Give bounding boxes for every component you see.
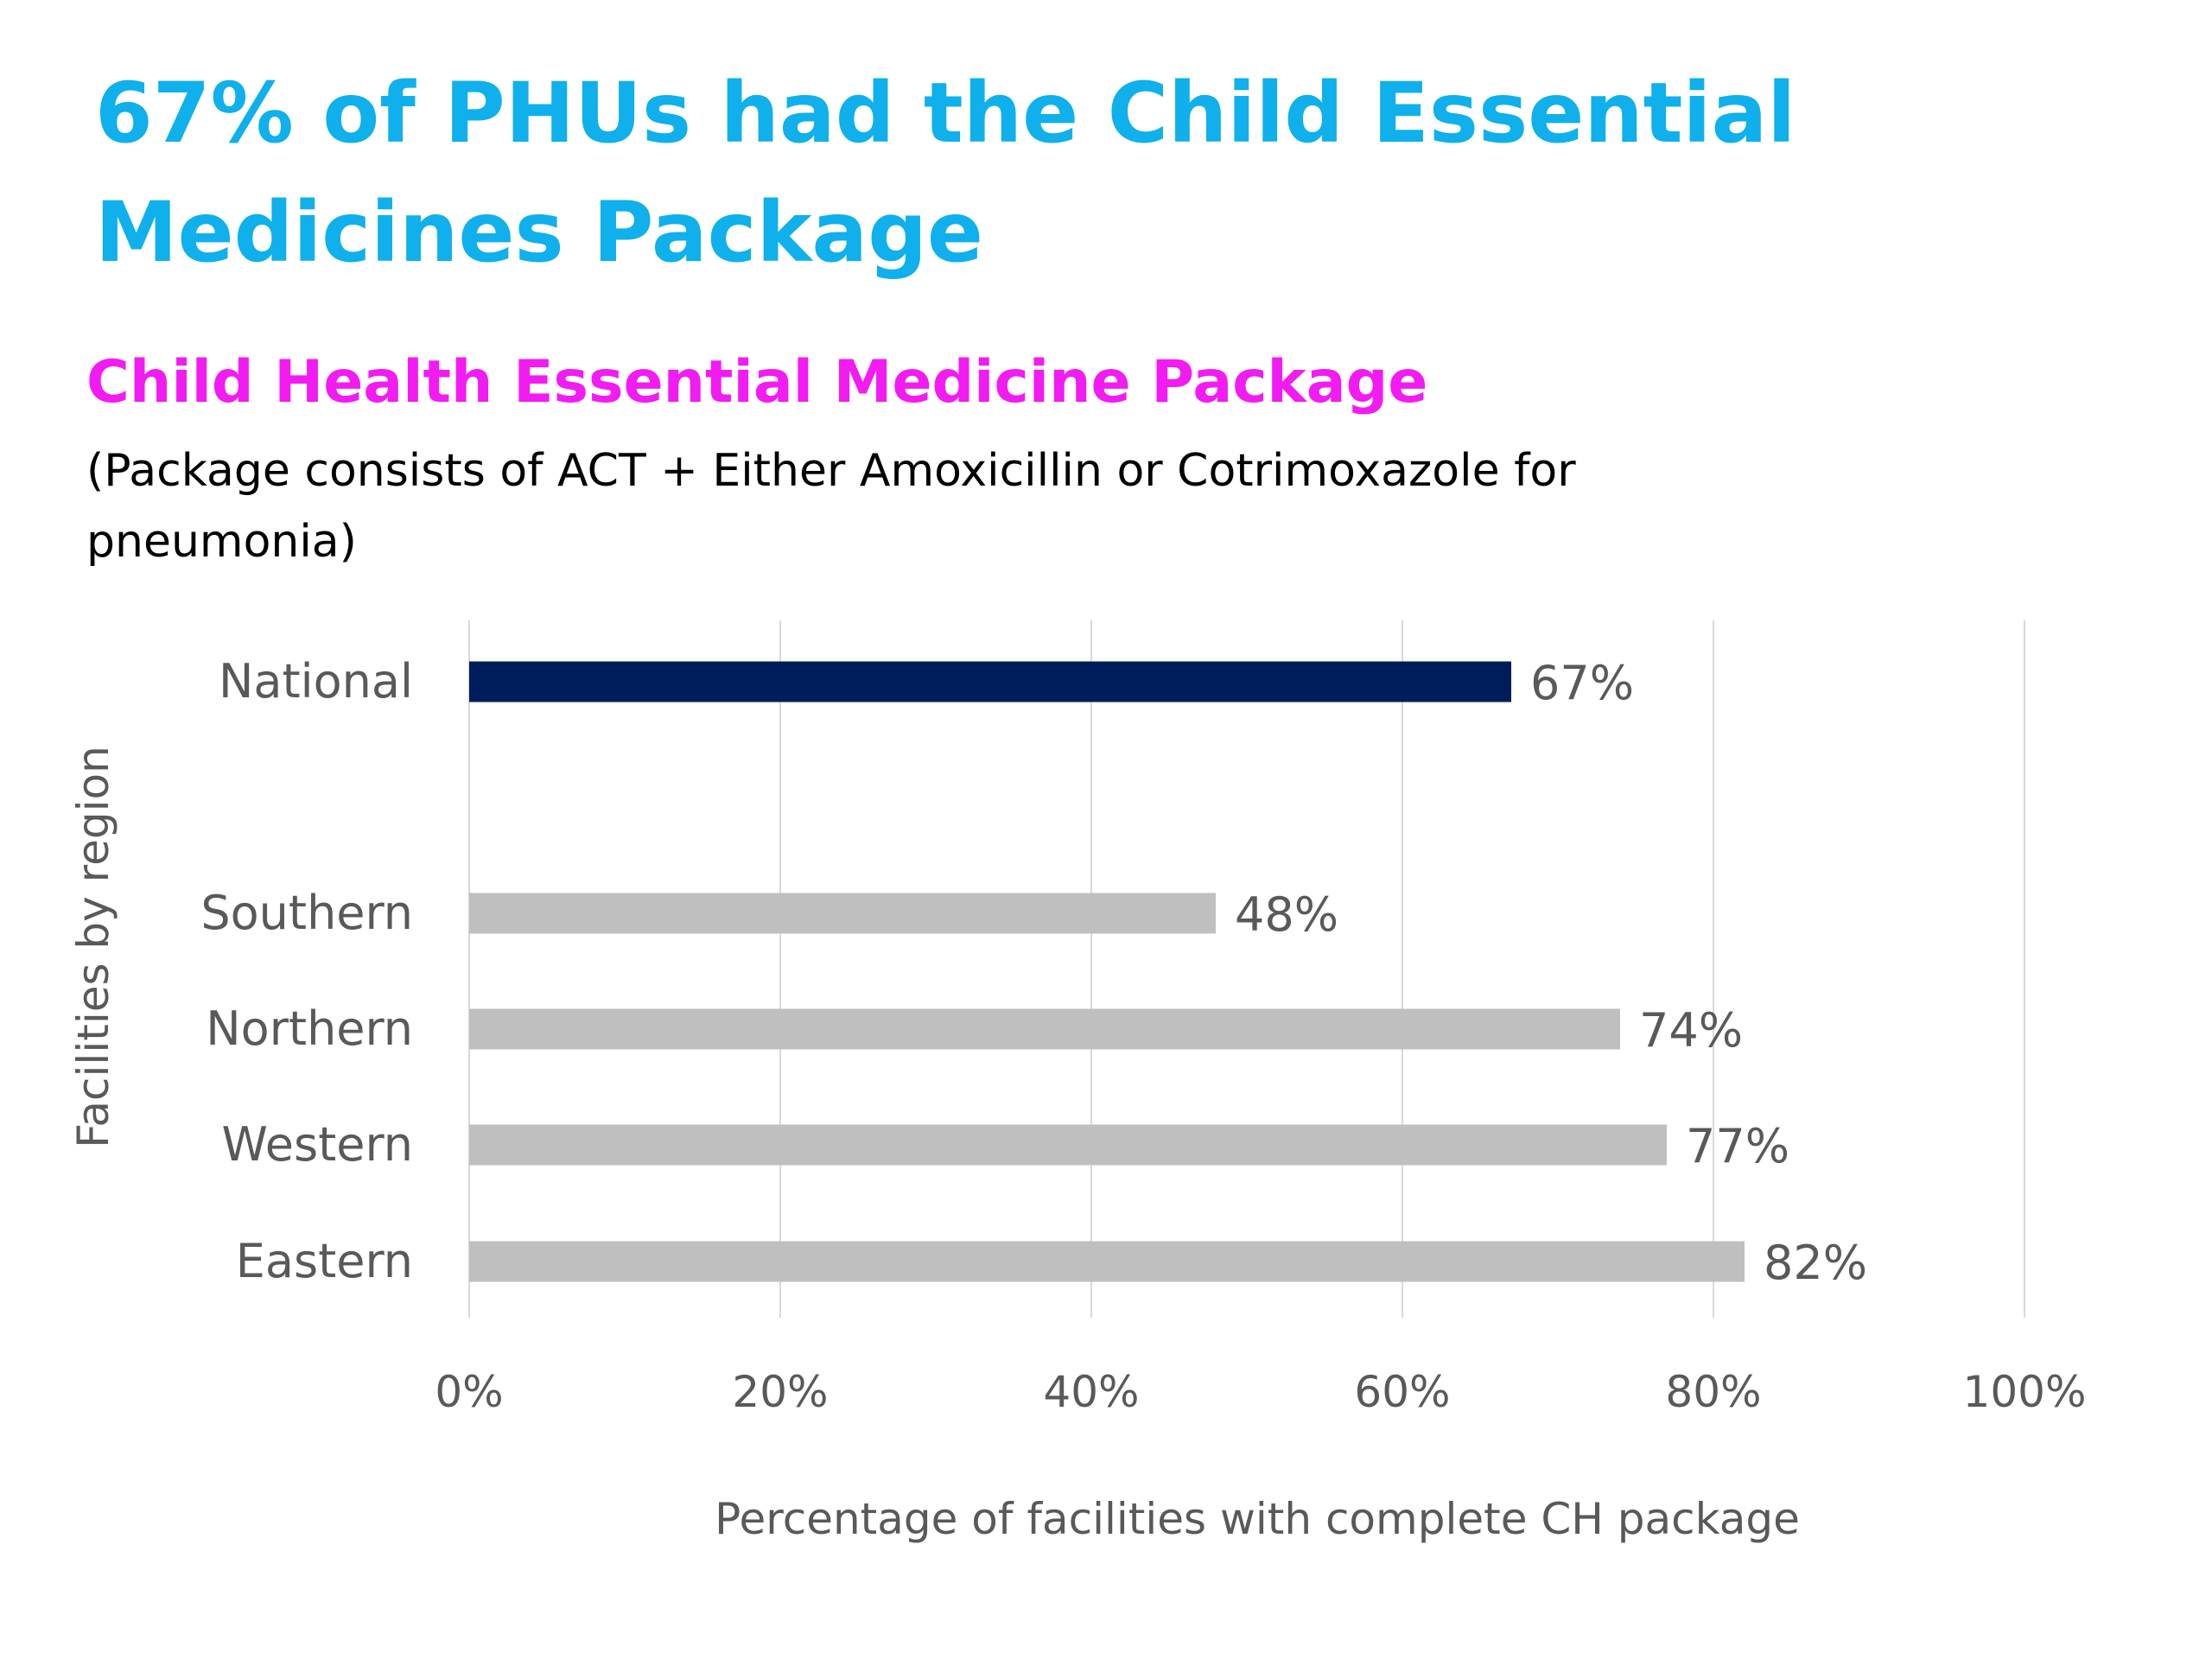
category-label-eastern: Eastern <box>236 1234 413 1288</box>
x-tick-label: 40% <box>1043 1367 1139 1417</box>
data-label-national: 67% <box>1530 656 1634 710</box>
chart-gridlines <box>468 620 2025 1318</box>
category-label-national: National <box>219 654 413 709</box>
chart-bars <box>469 661 1745 1282</box>
chart-title: Child Health Essential Medicine Package <box>86 348 1428 416</box>
chart-subtitle: (Package consists of ACT + Either Amoxic… <box>86 445 1576 568</box>
slide-title: 67% of PHUs had the Child Essential Medi… <box>95 65 1796 281</box>
data-label-southern: 48% <box>1235 887 1338 942</box>
bar-southern <box>469 893 1216 934</box>
x-axis-title: Percentage of facilities with complete C… <box>715 1494 1800 1544</box>
data-label-northern: 74% <box>1639 1003 1743 1058</box>
data-label-western: 77% <box>1686 1119 1789 1173</box>
category-label-northern: Northern <box>206 1001 413 1056</box>
bar-northern <box>469 1008 1620 1050</box>
category-label-western: Western <box>222 1117 413 1172</box>
x-tick-label: 20% <box>732 1367 828 1417</box>
data-labels: 67% 48% 74% 77% 82% <box>1235 656 1867 1290</box>
bar-national <box>469 661 1511 702</box>
x-tick-labels: 0% 20% 40% 60% 80% 100% <box>435 1367 2086 1417</box>
category-label-southern: Southern <box>200 886 413 940</box>
bar-western <box>469 1124 1667 1166</box>
bar-eastern <box>469 1241 1745 1282</box>
x-tick-label: 0% <box>435 1367 503 1417</box>
x-tick-label: 60% <box>1354 1367 1450 1417</box>
category-labels: National Southern Northern Western Eastern <box>200 654 413 1288</box>
x-tick-label: 80% <box>1665 1367 1761 1417</box>
y-axis-title: Facilities by region <box>68 746 118 1148</box>
data-label-eastern: 82% <box>1764 1236 1867 1290</box>
x-tick-label: 100% <box>1963 1367 2087 1417</box>
